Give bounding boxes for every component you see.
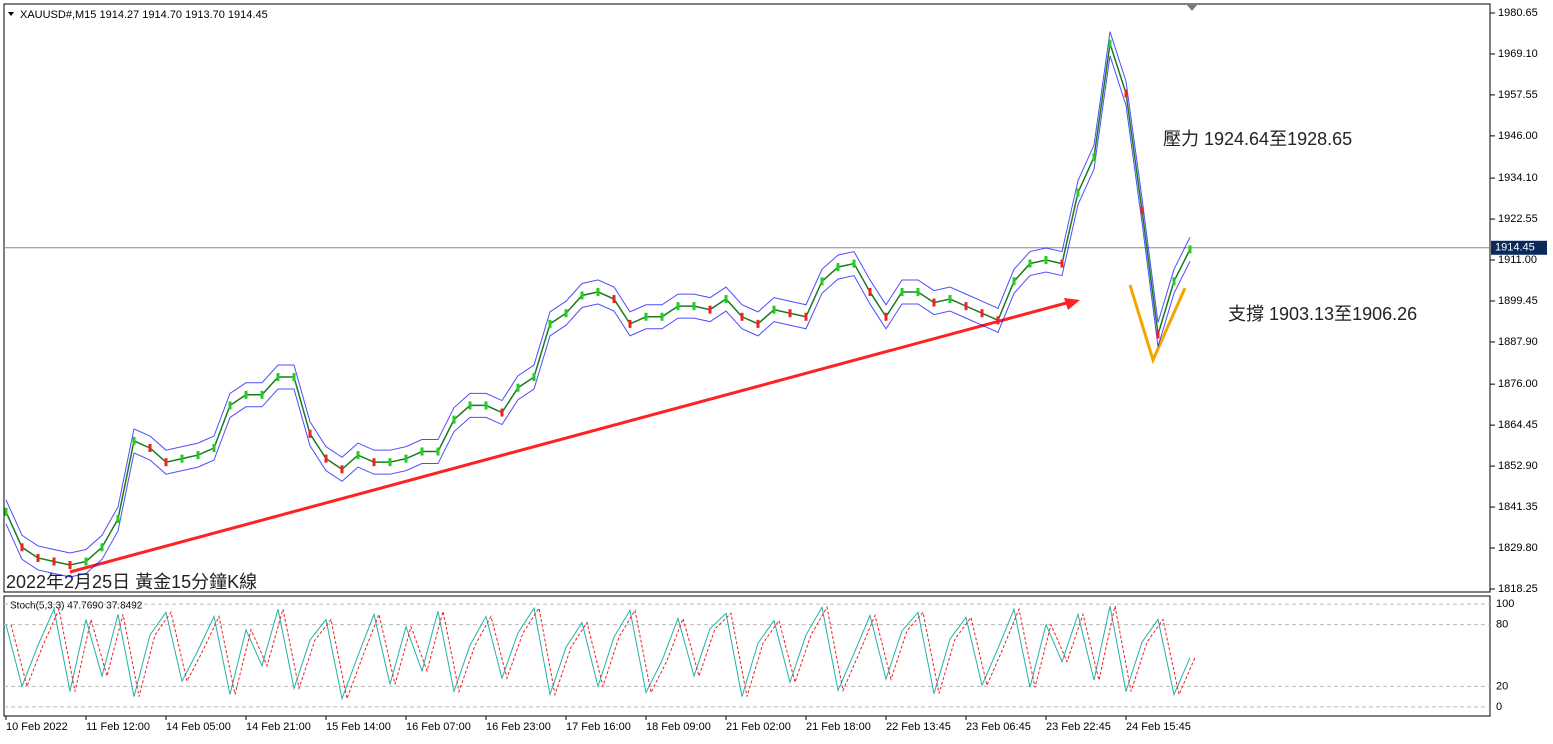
y-tick-label: 1911.00 [1498, 254, 1537, 266]
x-tick-label: 17 Feb 16:00 [566, 721, 631, 733]
y-tick-label: 1934.10 [1498, 172, 1538, 184]
resistance: 壓力 1924.64至1928.65 [1163, 129, 1352, 149]
stoch-frame [3, 595, 1491, 717]
stoch-signal [10, 605, 1196, 701]
main-frame [3, 3, 1491, 593]
x-tick-label: 16 Feb 23:00 [486, 721, 551, 733]
y-tick-label: 1876.00 [1498, 378, 1538, 390]
price-band-line [5, 55, 1191, 578]
y-tick-label: 1818.25 [1498, 583, 1538, 595]
stoch-tick-label: 80 [1496, 619, 1508, 631]
y-tick-label: 1829.80 [1498, 542, 1538, 554]
scroll-marker [1187, 5, 1197, 11]
x-tick-label: 18 Feb 09:00 [646, 721, 711, 733]
x-tick-label: 15 Feb 14:00 [326, 721, 391, 733]
stoch-label: Stoch(5,3,3) 47.7690 37.8492 [10, 601, 143, 612]
y-tick-label: 1899.45 [1498, 295, 1538, 307]
y-tick-label: 1946.00 [1498, 130, 1538, 142]
y-tick-label: 1980.65 [1498, 7, 1538, 19]
y-tick-label: 1841.35 [1498, 501, 1538, 513]
price-band-line [5, 31, 1191, 554]
y-tick-label: 1957.55 [1498, 89, 1538, 101]
x-tick-label: 21 Feb 18:00 [806, 721, 871, 733]
stoch-tick-label: 100 [1496, 598, 1514, 610]
y-tick-label: 1922.55 [1498, 213, 1538, 225]
caption: 2022年2月25日 黃金15分鐘K線 [6, 572, 257, 592]
y-tick-label: 1969.10 [1498, 48, 1538, 60]
y-tick-label: 1864.45 [1498, 419, 1538, 431]
x-tick-label: 14 Feb 21:00 [246, 721, 311, 733]
v-arrows [1128, 284, 1187, 365]
current-price-label: 1914.45 [1495, 242, 1535, 254]
stoch-tick-label: 20 [1496, 680, 1508, 692]
header: XAUUSD#,M15 1914.27 1914.70 1913.70 1914… [20, 9, 268, 21]
support: 支撐 1903.13至1906.26 [1228, 304, 1417, 324]
y-tick-label: 1887.90 [1498, 336, 1538, 348]
current-price-box [1491, 240, 1547, 255]
x-tick-label: 24 Feb 15:45 [1126, 721, 1191, 733]
x-tick-label: 10 Feb 2022 [6, 721, 68, 733]
x-tick-label: 16 Feb 07:00 [406, 721, 471, 733]
stoch-tick-label: 0 [1496, 701, 1502, 713]
x-tick-label: 22 Feb 13:45 [886, 721, 951, 733]
x-tick-label: 11 Feb 12:00 [86, 721, 150, 733]
x-tick-label: 14 Feb 05:00 [166, 721, 231, 733]
y-tick-label: 1852.90 [1498, 460, 1538, 472]
x-tick-label: 23 Feb 22:45 [1046, 721, 1111, 733]
trend-line [69, 300, 1071, 574]
trend-arrow [1064, 298, 1080, 310]
x-tick-label: 21 Feb 02:00 [726, 721, 791, 733]
x-tick-label: 23 Feb 06:45 [966, 721, 1031, 733]
stoch-main [5, 605, 1191, 701]
header-icon [8, 12, 14, 16]
